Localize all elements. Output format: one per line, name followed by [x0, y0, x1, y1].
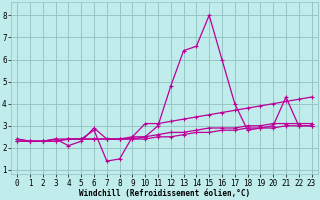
- X-axis label: Windchill (Refroidissement éolien,°C): Windchill (Refroidissement éolien,°C): [79, 189, 250, 198]
